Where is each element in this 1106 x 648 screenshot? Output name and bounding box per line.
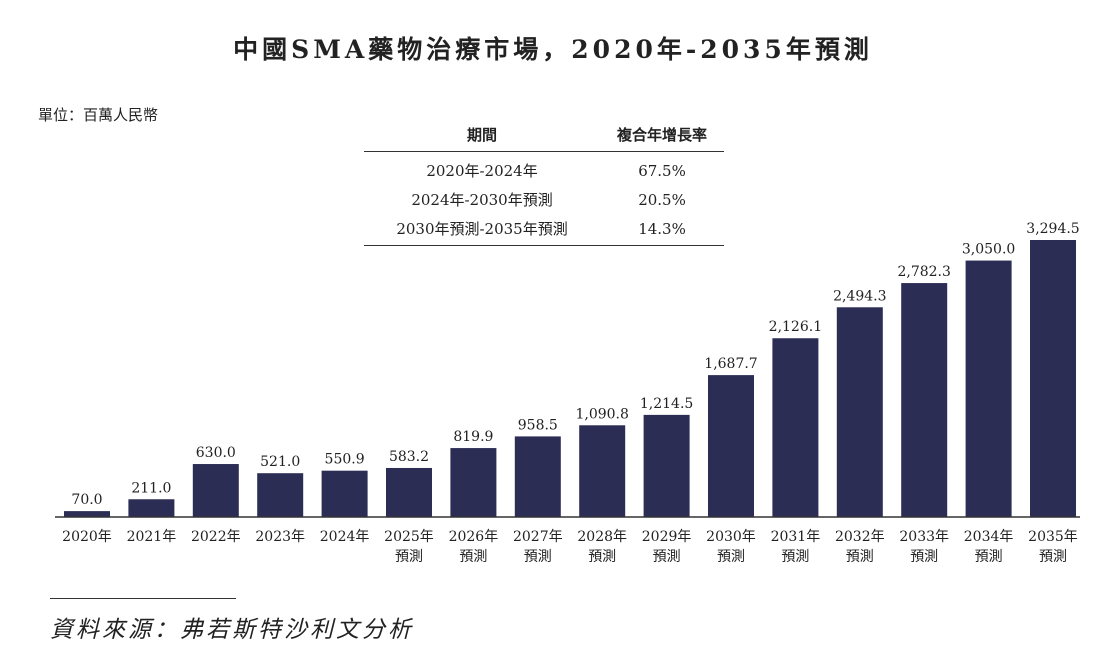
x-tick-label: 2034年 xyxy=(964,529,1014,545)
x-tick-label: 2023年 xyxy=(255,529,305,545)
bar xyxy=(708,375,754,517)
x-tick-label: 2024年 xyxy=(320,529,370,545)
source-note: 資料來源：弗若斯特沙利文分析 xyxy=(50,617,414,643)
data-label: 1,090.8 xyxy=(575,406,628,422)
bar xyxy=(772,338,819,517)
cagr-row: 2030年預測-2035年預測 14.3% xyxy=(364,214,724,246)
unit-label: 單位：百萬人民幣 xyxy=(38,106,159,124)
cagr-period: 2030年預測-2035年預測 xyxy=(364,214,601,246)
x-tick-label: 2035年 xyxy=(1028,529,1078,545)
data-label: 3,294.5 xyxy=(1026,221,1079,237)
cagr-row: 2020年-2024年 67.5% xyxy=(364,152,724,186)
bar xyxy=(128,499,175,517)
x-tick-label: 2030年 xyxy=(706,529,756,545)
cagr-header-period: 期間 xyxy=(364,118,601,152)
x-tick-label: 2032年 xyxy=(835,529,885,545)
data-label: 1,687.7 xyxy=(704,356,757,372)
cagr-header-row: 期間 複合年增長率 xyxy=(364,118,724,152)
bar xyxy=(514,436,561,517)
data-label: 819.9 xyxy=(453,429,493,445)
bar xyxy=(579,425,626,517)
data-label: 2,494.3 xyxy=(833,288,886,304)
bar xyxy=(321,470,368,517)
bar xyxy=(901,283,948,517)
data-label: 2,782.3 xyxy=(897,264,950,280)
x-tick-label: 預測 xyxy=(781,549,809,565)
x-tick-label: 2028年 xyxy=(577,529,627,545)
x-tick-label: 2025年 xyxy=(384,529,434,545)
cagr-row: 2024年-2030年預測 20.5% xyxy=(364,185,724,214)
x-tick-label: 2022年 xyxy=(191,529,241,545)
x-tick-label: 預測 xyxy=(588,549,616,565)
data-label: 70.0 xyxy=(71,492,102,508)
x-tick-label: 預測 xyxy=(910,549,938,565)
cagr-rate: 67.5% xyxy=(638,161,686,180)
x-tick-label: 預測 xyxy=(524,549,552,565)
x-tick-label: 2027年 xyxy=(513,529,563,545)
x-tick-label: 預測 xyxy=(717,549,745,565)
x-tick-label: 預測 xyxy=(395,549,423,565)
data-label: 211.0 xyxy=(131,480,171,496)
bar xyxy=(64,511,110,517)
cagr-period: 2024年-2030年預測 xyxy=(411,191,553,209)
data-label: 583.2 xyxy=(389,449,429,465)
x-tick-label: 預測 xyxy=(846,549,874,565)
chart-title: 中國SMA藥物治療市場，2020年-2035年預測 xyxy=(233,35,873,64)
bar xyxy=(836,307,883,517)
x-tick-label: 預測 xyxy=(975,549,1003,565)
bar xyxy=(1030,240,1076,517)
x-tick-label: 預測 xyxy=(1039,549,1067,565)
x-tick-label: 2021年 xyxy=(127,529,177,545)
x-tick-label: 預測 xyxy=(653,549,681,565)
bar xyxy=(965,260,1012,517)
data-label: 958.5 xyxy=(518,417,558,433)
data-label: 550.9 xyxy=(325,452,365,468)
x-tick-label: 2020年 xyxy=(62,529,112,545)
cagr-table: 期間 複合年增長率 2020年-2024年 67.5% 2024年-2030年預… xyxy=(364,118,724,246)
data-label: 2,126.1 xyxy=(769,319,822,335)
bar xyxy=(643,414,690,517)
x-tick-label: 預測 xyxy=(459,549,487,565)
cagr-header-rate: 複合年增長率 xyxy=(600,118,724,152)
cagr-rate: 20.5% xyxy=(638,190,686,209)
cagr-period: 2020年-2024年 xyxy=(426,162,538,180)
data-label: 521.0 xyxy=(260,454,300,470)
data-label: 630.0 xyxy=(196,445,236,461)
data-label: 1,214.5 xyxy=(640,396,693,412)
x-tick-label: 2031年 xyxy=(771,529,821,545)
bar xyxy=(257,473,304,517)
bar xyxy=(450,448,497,517)
x-tick-label: 2026年 xyxy=(449,529,499,545)
data-label: 3,050.0 xyxy=(962,242,1015,258)
x-tick-label: 2033年 xyxy=(899,529,949,545)
cagr-rate: 14.3% xyxy=(600,214,724,246)
bar xyxy=(386,467,432,517)
bar xyxy=(192,464,239,517)
source-divider xyxy=(50,598,236,599)
x-tick-label: 2029年 xyxy=(642,529,692,545)
